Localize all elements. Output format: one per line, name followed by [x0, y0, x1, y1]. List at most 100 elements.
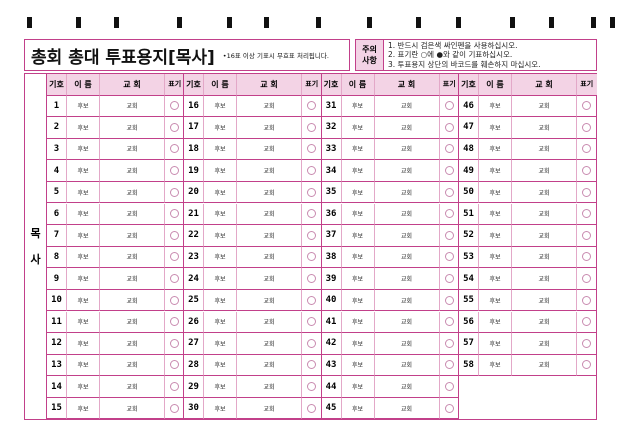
vote-circle-icon[interactable]: [582, 187, 592, 197]
vote-circle-icon[interactable]: [307, 295, 317, 305]
vote-mark-cell[interactable]: [165, 96, 185, 118]
vote-circle-icon[interactable]: [307, 209, 317, 219]
vote-mark-cell[interactable]: [439, 247, 459, 269]
vote-circle-icon[interactable]: [307, 144, 317, 154]
vote-mark-cell[interactable]: [439, 290, 459, 312]
vote-mark-cell[interactable]: [439, 333, 459, 355]
vote-circle-icon[interactable]: [582, 209, 592, 219]
vote-circle-icon[interactable]: [307, 360, 317, 370]
vote-circle-icon[interactable]: [444, 360, 454, 370]
vote-mark-cell[interactable]: [577, 355, 597, 377]
vote-mark-cell[interactable]: [302, 139, 322, 161]
vote-circle-icon[interactable]: [582, 144, 592, 154]
vote-mark-cell[interactable]: [439, 139, 459, 161]
vote-circle-icon[interactable]: [582, 360, 592, 370]
vote-circle-icon[interactable]: [444, 187, 454, 197]
vote-mark-cell[interactable]: [302, 290, 322, 312]
vote-circle-icon[interactable]: [582, 166, 592, 176]
vote-circle-icon[interactable]: [444, 274, 454, 284]
vote-mark-cell[interactable]: [439, 160, 459, 182]
vote-mark-cell[interactable]: [165, 268, 185, 290]
vote-circle-icon[interactable]: [444, 166, 454, 176]
vote-circle-icon[interactable]: [444, 101, 454, 111]
vote-circle-icon[interactable]: [307, 338, 317, 348]
vote-mark-cell[interactable]: [302, 225, 322, 247]
vote-circle-icon[interactable]: [582, 274, 592, 284]
vote-circle-icon[interactable]: [170, 187, 180, 197]
vote-mark-cell[interactable]: [165, 333, 185, 355]
vote-circle-icon[interactable]: [582, 230, 592, 240]
vote-circle-icon[interactable]: [170, 382, 180, 392]
vote-mark-cell[interactable]: [165, 355, 185, 377]
vote-circle-icon[interactable]: [170, 295, 180, 305]
vote-circle-icon[interactable]: [170, 317, 180, 327]
vote-circle-icon[interactable]: [444, 209, 454, 219]
vote-circle-icon[interactable]: [582, 338, 592, 348]
vote-mark-cell[interactable]: [165, 290, 185, 312]
vote-mark-cell[interactable]: [439, 355, 459, 377]
vote-mark-cell[interactable]: [577, 268, 597, 290]
vote-mark-cell[interactable]: [302, 117, 322, 139]
vote-circle-icon[interactable]: [444, 382, 454, 392]
vote-mark-cell[interactable]: [302, 182, 322, 204]
vote-circle-icon[interactable]: [170, 230, 180, 240]
vote-circle-icon[interactable]: [170, 360, 180, 370]
vote-circle-icon[interactable]: [582, 295, 592, 305]
vote-mark-cell[interactable]: [302, 247, 322, 269]
vote-mark-cell[interactable]: [439, 117, 459, 139]
vote-mark-cell[interactable]: [302, 333, 322, 355]
vote-circle-icon[interactable]: [307, 274, 317, 284]
vote-mark-cell[interactable]: [577, 247, 597, 269]
vote-mark-cell[interactable]: [165, 139, 185, 161]
vote-circle-icon[interactable]: [582, 122, 592, 132]
vote-circle-icon[interactable]: [170, 403, 180, 413]
vote-mark-cell[interactable]: [439, 96, 459, 118]
vote-circle-icon[interactable]: [170, 274, 180, 284]
vote-mark-cell[interactable]: [302, 160, 322, 182]
vote-mark-cell[interactable]: [165, 117, 185, 139]
vote-circle-icon[interactable]: [444, 403, 454, 413]
vote-circle-icon[interactable]: [170, 209, 180, 219]
vote-mark-cell[interactable]: [302, 376, 322, 398]
vote-circle-icon[interactable]: [170, 252, 180, 262]
vote-circle-icon[interactable]: [170, 122, 180, 132]
vote-circle-icon[interactable]: [444, 252, 454, 262]
vote-circle-icon[interactable]: [444, 122, 454, 132]
vote-circle-icon[interactable]: [170, 101, 180, 111]
vote-circle-icon[interactable]: [307, 166, 317, 176]
vote-circle-icon[interactable]: [170, 166, 180, 176]
vote-circle-icon[interactable]: [307, 317, 317, 327]
vote-mark-cell[interactable]: [165, 312, 185, 334]
vote-mark-cell[interactable]: [165, 182, 185, 204]
vote-mark-cell[interactable]: [302, 204, 322, 226]
vote-circle-icon[interactable]: [582, 252, 592, 262]
vote-circle-icon[interactable]: [307, 403, 317, 413]
vote-mark-cell[interactable]: [165, 376, 185, 398]
vote-mark-cell[interactable]: [577, 312, 597, 334]
vote-circle-icon[interactable]: [444, 230, 454, 240]
vote-mark-cell[interactable]: [165, 204, 185, 226]
vote-circle-icon[interactable]: [307, 187, 317, 197]
vote-mark-cell[interactable]: [165, 247, 185, 269]
vote-circle-icon[interactable]: [582, 317, 592, 327]
vote-mark-cell[interactable]: [577, 117, 597, 139]
vote-mark-cell[interactable]: [577, 139, 597, 161]
vote-circle-icon[interactable]: [307, 101, 317, 111]
vote-mark-cell[interactable]: [577, 290, 597, 312]
vote-mark-cell[interactable]: [302, 398, 322, 420]
vote-mark-cell[interactable]: [577, 204, 597, 226]
vote-mark-cell[interactable]: [577, 96, 597, 118]
vote-mark-cell[interactable]: [577, 182, 597, 204]
vote-mark-cell[interactable]: [439, 376, 459, 398]
vote-mark-cell[interactable]: [439, 225, 459, 247]
vote-circle-icon[interactable]: [444, 144, 454, 154]
vote-mark-cell[interactable]: [439, 204, 459, 226]
vote-mark-cell[interactable]: [577, 225, 597, 247]
vote-mark-cell[interactable]: [165, 160, 185, 182]
vote-mark-cell[interactable]: [439, 312, 459, 334]
vote-circle-icon[interactable]: [170, 144, 180, 154]
vote-circle-icon[interactable]: [444, 295, 454, 305]
vote-mark-cell[interactable]: [302, 96, 322, 118]
vote-circle-icon[interactable]: [307, 230, 317, 240]
vote-mark-cell[interactable]: [165, 225, 185, 247]
